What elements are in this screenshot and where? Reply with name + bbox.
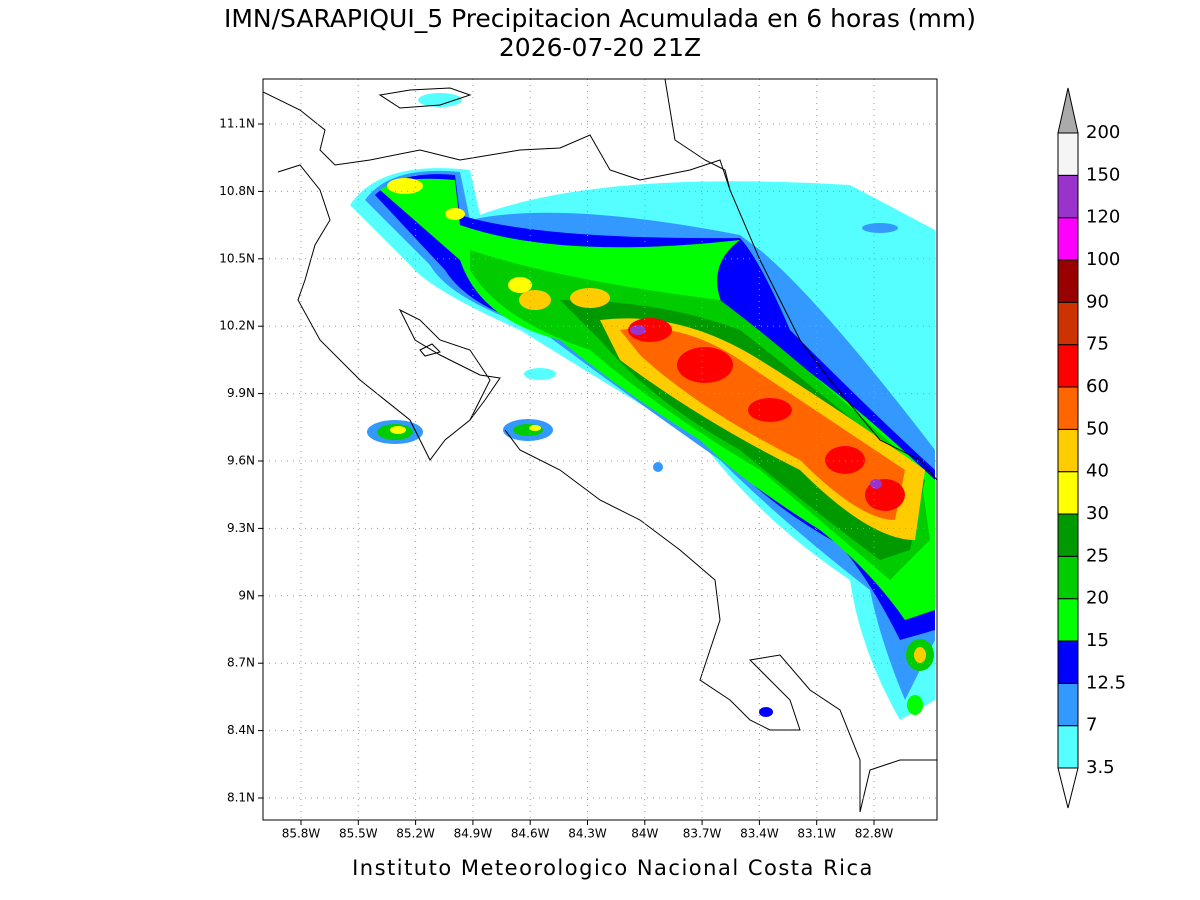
precipitation-field <box>350 93 935 720</box>
lat-label: 10.5N <box>219 251 255 265</box>
colorbar-box <box>1057 640 1079 684</box>
colorbar-label: 30 <box>1086 503 1109 524</box>
colorbar-label: 200 <box>1086 122 1120 143</box>
colorbar-label: 120 <box>1086 207 1120 228</box>
colorbar-label: 12.5 <box>1086 672 1126 693</box>
lon-label: 85.8W <box>282 827 321 841</box>
colorbar-box <box>1057 259 1079 303</box>
lon-label: 84W <box>631 827 658 841</box>
lat-label: 8.1N <box>227 791 255 805</box>
colorbar-label: 100 <box>1086 249 1120 270</box>
colorbar-box <box>1057 428 1079 473</box>
subtitle: 2026-07-20 21Z <box>499 33 701 62</box>
colorbar: 3.5 7 12.5 15 20 25 30 40 50 60 75 90 100 120 150 200 <box>1057 87 1126 809</box>
colorbar-box <box>1057 132 1079 176</box>
credit: Instituto Meteorologico Nacional Costa R… <box>352 856 874 880</box>
colorbar-box <box>1057 174 1079 219</box>
grid <box>258 79 937 825</box>
lat-label: 8.4N <box>227 723 255 737</box>
lat-label: 8.7N <box>227 656 255 670</box>
colorbar-label: 60 <box>1086 376 1109 397</box>
colorbar-label: 15 <box>1086 630 1109 651</box>
lon-label: 83.4W <box>740 827 779 841</box>
colorbar-label: 75 <box>1086 334 1109 355</box>
colorbar-label: 50 <box>1086 418 1109 439</box>
lat-label: 11.1N <box>219 117 255 131</box>
colorbar-box <box>1057 217 1079 261</box>
colorbar-box <box>1057 682 1079 727</box>
lon-label: 85.5W <box>339 827 378 841</box>
colorbar-label: 150 <box>1086 164 1120 185</box>
lon-label: 84.6W <box>511 827 550 841</box>
colorbar-label: 90 <box>1086 291 1109 312</box>
lat-label: 10.2N <box>219 319 255 333</box>
colorbar-label: 3.5 <box>1086 757 1115 778</box>
map-frame <box>262 78 938 821</box>
lon-label: 83.7W <box>683 827 722 841</box>
colorbar-label: 25 <box>1086 545 1109 566</box>
colorbar-box <box>1057 386 1079 430</box>
lat-label: 10.8N <box>219 184 255 198</box>
colorbar-label: 40 <box>1086 461 1109 482</box>
map <box>258 78 938 825</box>
colorbar-box <box>1057 513 1079 557</box>
coastline <box>263 79 937 813</box>
lat-label: 9.9N <box>227 386 255 400</box>
lon-label: 82.8W <box>855 827 894 841</box>
lon-label: 83.1W <box>797 827 836 841</box>
colorbar-under <box>1057 767 1079 809</box>
lon-label: 84.3W <box>568 827 607 841</box>
title: IMN/SARAPIQUI_5 Precipitacion Acumulada … <box>224 4 976 33</box>
lat-label: 9.3N <box>227 521 255 535</box>
lon-label: 84.9W <box>454 827 493 841</box>
colorbar-box <box>1057 471 1079 515</box>
lat-label: 9N <box>238 588 255 602</box>
colorbar-box <box>1057 725 1079 769</box>
colorbar-box <box>1057 301 1079 346</box>
colorbar-box <box>1057 598 1079 642</box>
lon-label: 85.2W <box>396 827 435 841</box>
colorbar-label: 7 <box>1086 715 1097 736</box>
colorbar-box <box>1057 555 1079 600</box>
colorbar-box <box>1057 344 1079 388</box>
colorbar-over <box>1057 87 1079 134</box>
lat-label: 9.6N <box>227 454 255 468</box>
colorbar-label: 20 <box>1086 588 1109 609</box>
